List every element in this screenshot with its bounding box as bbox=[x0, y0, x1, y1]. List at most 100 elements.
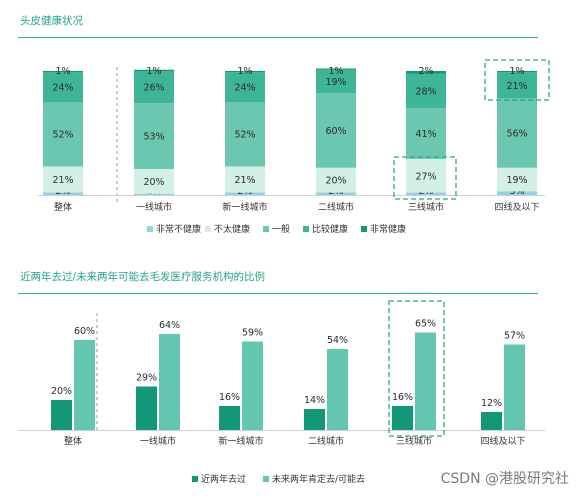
chart1-category-label: 一线城市 bbox=[136, 201, 172, 213]
chart1-legend-swatch bbox=[361, 226, 367, 232]
chart1-bar-segment bbox=[497, 72, 537, 99]
chart2-highlight-box bbox=[388, 300, 445, 437]
chart1-data-label: 19% bbox=[325, 77, 346, 88]
chart2-data-label: 57% bbox=[504, 331, 525, 342]
chart1-data-label: 1% bbox=[509, 66, 524, 77]
chart1-data-label: 1% bbox=[55, 66, 70, 77]
chart2-bar bbox=[327, 349, 348, 430]
chart1-category-label: 四线及以下 bbox=[494, 201, 539, 213]
chart1-category-label: 整体 bbox=[54, 201, 72, 213]
chart1-bar-segment bbox=[225, 102, 265, 167]
chart1-category-label: 三线城市 bbox=[408, 201, 444, 213]
chart2-data-label: 60% bbox=[74, 326, 95, 337]
chart1-data-label: 60% bbox=[325, 126, 346, 137]
chart1-data-label: 24% bbox=[234, 83, 255, 94]
chart2-data-label: 12% bbox=[481, 398, 502, 409]
chart1-bar-segment bbox=[225, 72, 265, 102]
chart1-data-label: 53% bbox=[143, 132, 164, 143]
chart1-bar-segment bbox=[497, 167, 537, 192]
chart1-legend-swatch bbox=[263, 226, 269, 232]
chart2-bar bbox=[74, 340, 95, 430]
chart2-data-label: 29% bbox=[136, 373, 157, 384]
chart1-category-label: 新一线城市 bbox=[222, 201, 267, 213]
chart1-legend-swatch bbox=[147, 226, 153, 232]
chart2-bar bbox=[504, 344, 525, 430]
chart2-legend-label: 未来两年肯定去/可能去 bbox=[272, 473, 365, 485]
chart2-bar bbox=[219, 406, 240, 430]
chart1-highlight-box bbox=[393, 156, 457, 200]
chart1-bar-segment bbox=[497, 98, 537, 168]
chart1-data-label: 21% bbox=[52, 175, 73, 186]
chart2-bar bbox=[51, 400, 72, 430]
chart2-data-label: 20% bbox=[51, 386, 72, 397]
chart1-bar-segment bbox=[225, 71, 265, 73]
chart2-category-label: 四线及以下 bbox=[480, 435, 525, 447]
chart2-category-label: 新一线城市 bbox=[218, 435, 263, 447]
chart1-data-label: 26% bbox=[143, 83, 164, 94]
chart1-data-label: 20% bbox=[325, 176, 346, 187]
chart1-data-label: 56% bbox=[506, 129, 527, 140]
chart2-bar bbox=[159, 334, 180, 430]
chart1-data-label: 1% bbox=[328, 66, 343, 77]
chart2-data-label: 64% bbox=[159, 320, 180, 331]
chart1-data-label: 21% bbox=[506, 81, 527, 92]
chart1-legend-swatch bbox=[303, 226, 309, 232]
chart2-legend-label: 近两年去过 bbox=[201, 473, 246, 485]
chart1-highlight-box bbox=[484, 59, 550, 101]
chart1-data-label: 21% bbox=[234, 175, 255, 186]
chart1-bar-segment bbox=[43, 71, 83, 73]
chart2-data-label: 16% bbox=[392, 392, 413, 403]
chart1-legend-swatch bbox=[205, 226, 211, 232]
chart2-category-label: 三线城市 bbox=[396, 435, 432, 447]
chart1-data-label: 2% bbox=[418, 66, 433, 77]
chart2-bar bbox=[481, 412, 502, 430]
chart2-bar bbox=[304, 409, 325, 430]
chart1-bar-segment bbox=[134, 69, 174, 71]
chart1-bar-segment bbox=[134, 193, 174, 195]
chart1-bar-segment bbox=[316, 192, 356, 195]
chart1-bar-segment bbox=[316, 93, 356, 168]
chart2-legend-swatch bbox=[263, 476, 269, 482]
chart1-bar-segment bbox=[43, 102, 83, 167]
chart1-title: 头皮健康状况 bbox=[20, 15, 83, 27]
chart2-title-rule bbox=[18, 293, 538, 294]
chart1-data-label: 52% bbox=[234, 130, 255, 141]
chart1-bar-segment bbox=[225, 192, 265, 195]
chart1-bar-segment bbox=[497, 191, 537, 195]
watermark: CSDN @港股研究社 bbox=[440, 471, 569, 487]
chart1-bar-segment bbox=[316, 167, 356, 193]
chart1-bar-segment bbox=[43, 192, 83, 195]
chart1-data-label: 24% bbox=[52, 83, 73, 94]
chart2-category-label: 整体 bbox=[64, 435, 82, 447]
chart1-bar-segment bbox=[406, 108, 446, 160]
chart1-bar-segment bbox=[134, 168, 174, 194]
chart2-bar bbox=[392, 406, 413, 430]
chart1-bar-segment bbox=[43, 72, 83, 102]
chart1-title-rule bbox=[18, 37, 538, 38]
chart1-bar-segment bbox=[316, 69, 356, 94]
chart1-data-label: 19% bbox=[506, 175, 527, 186]
chart1-bar-segment bbox=[43, 166, 83, 193]
chart2-title: 近两年去过/未来两年可能去毛发医疗服务机构的比例 bbox=[20, 271, 266, 283]
chart1-bar-segment bbox=[497, 71, 537, 73]
chart2-data-label: 54% bbox=[327, 335, 348, 346]
chart1-legend-label: 不太健康 bbox=[214, 223, 250, 235]
chart2-data-label: 14% bbox=[304, 395, 325, 406]
chart2-bar bbox=[136, 386, 157, 430]
chart2-data-label: 59% bbox=[242, 328, 263, 339]
chart1-data-label: 20% bbox=[143, 177, 164, 188]
chart1-data-label: 28% bbox=[415, 86, 436, 97]
chart2-bar bbox=[242, 341, 263, 430]
chart1-legend-label: 非常健康 bbox=[370, 223, 406, 235]
chart1-data-label: 52% bbox=[52, 130, 73, 141]
chart1-bar-segment bbox=[406, 73, 446, 109]
chart1-data-label: 41% bbox=[415, 129, 436, 140]
chart1-legend-label: 比较健康 bbox=[312, 223, 348, 235]
chart1-legend-label: 一般 bbox=[272, 223, 290, 235]
chart1-bar-segment bbox=[406, 71, 446, 74]
chart1-data-label: 1% bbox=[237, 66, 252, 77]
chart1-bar-segment bbox=[134, 103, 174, 169]
chart2-data-label: 65% bbox=[415, 319, 436, 330]
chart1-category-label: 二线城市 bbox=[318, 201, 354, 213]
chart2-legend-swatch bbox=[192, 476, 198, 482]
